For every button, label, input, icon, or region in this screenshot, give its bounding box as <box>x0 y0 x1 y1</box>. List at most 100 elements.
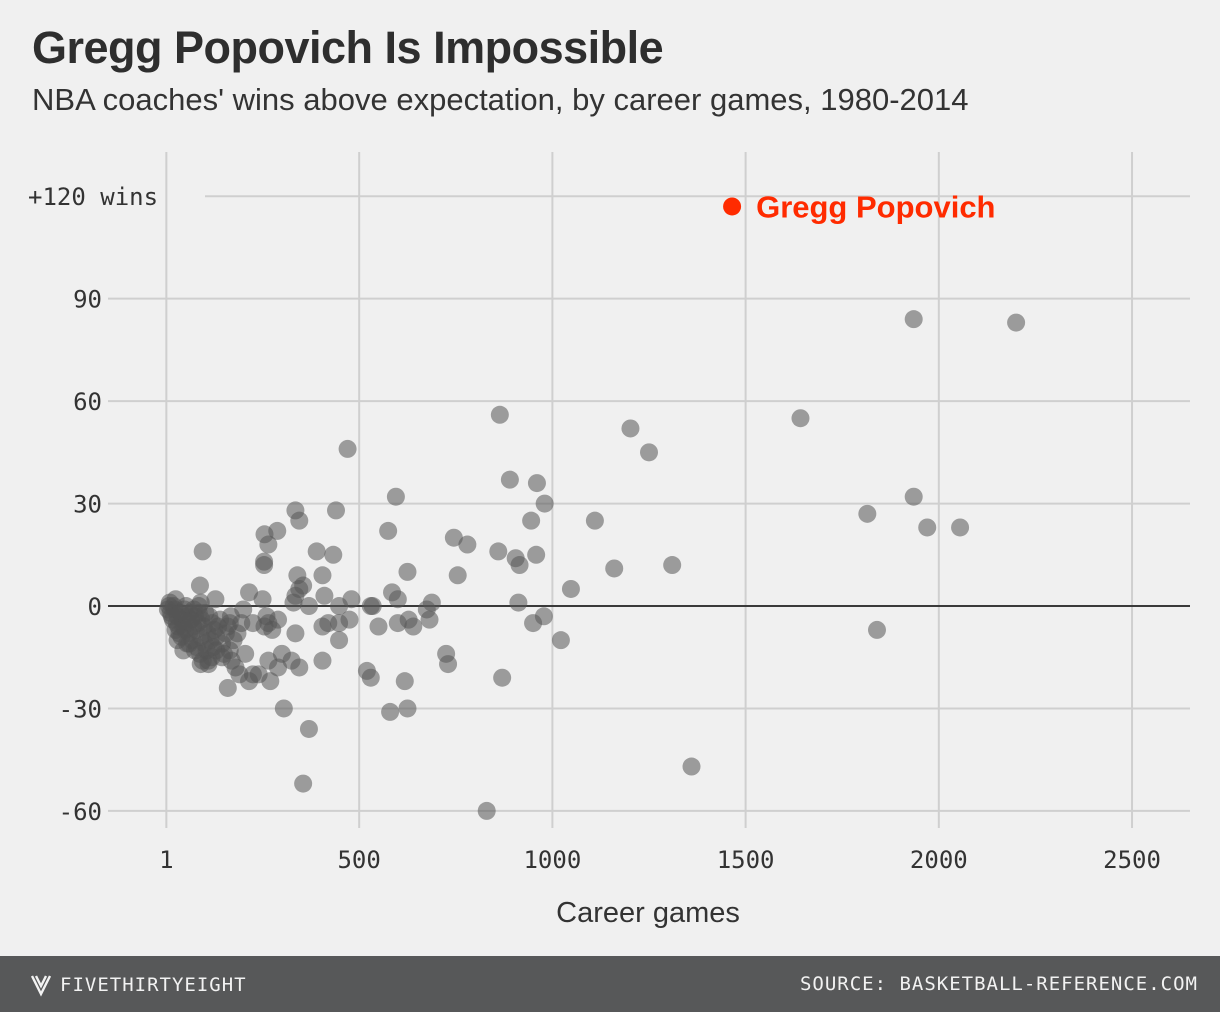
x-tick-label: 1500 <box>717 846 775 874</box>
tick-labels: 1 500 1000 1500 2000 2500+120 wins9060300-30-… <box>28 183 1161 874</box>
coach-point <box>682 757 701 776</box>
coach-point <box>286 624 305 643</box>
coach-point <box>398 562 417 581</box>
coach-point <box>489 542 508 561</box>
scatter-plot: 1 500 1000 1500 2000 2500+120 wins9060300-30-… <box>28 152 1190 929</box>
y-tick-label: 60 <box>73 388 102 416</box>
y-tick-label: 90 <box>73 286 102 314</box>
y-tick-label: 0 <box>88 593 102 621</box>
coach-point <box>338 439 357 458</box>
coach-point <box>313 617 332 636</box>
coach-point <box>307 542 326 561</box>
x-axis-label: Career games <box>556 897 740 929</box>
brand: FIVETHIRTYEIGHT <box>30 973 247 997</box>
coach-point <box>240 583 259 602</box>
coach-point <box>221 607 240 626</box>
x-tick-label: 500 <box>337 846 380 874</box>
coach-point <box>477 801 496 820</box>
coach-point <box>218 678 237 697</box>
coach-point <box>395 672 414 691</box>
coach-point <box>383 583 402 602</box>
chart-subtitle: NBA coaches' wins above expectation, by … <box>32 82 969 117</box>
y-tick-label: -60 <box>59 798 102 826</box>
coach-point <box>299 719 318 738</box>
coach-point <box>330 631 349 650</box>
coach-point <box>561 579 580 598</box>
y-tick-label: +120 wins <box>28 183 158 211</box>
coach-point <box>313 651 332 670</box>
coach-point <box>363 597 382 616</box>
coach-point <box>166 620 185 639</box>
popovich-point <box>723 197 742 216</box>
coach-point <box>867 620 886 639</box>
coach-point <box>510 556 529 575</box>
coach-point <box>259 535 278 554</box>
coach-point <box>605 559 624 578</box>
coach-point <box>369 617 388 636</box>
coach-point <box>324 545 343 564</box>
y-tick-label: 30 <box>73 491 102 519</box>
coach-point <box>585 511 604 530</box>
coach-point <box>206 590 225 609</box>
coach-point <box>178 634 197 653</box>
coach-point <box>386 487 405 506</box>
coach-point <box>1007 313 1026 332</box>
coach-point <box>315 586 334 605</box>
footer-bar: FIVETHIRTYEIGHT SOURCE: BASKETBALL-REFER… <box>0 956 1220 1012</box>
coach-point <box>858 504 877 523</box>
coach-point <box>330 597 349 616</box>
coach-point <box>284 593 303 612</box>
coach-point <box>663 556 682 575</box>
fivethirtyeight-logo-icon <box>30 975 52 997</box>
coach-point <box>313 566 332 585</box>
coach-point <box>527 545 546 564</box>
coach-point <box>340 610 359 629</box>
coach-point <box>640 443 658 462</box>
coach-point <box>458 535 477 554</box>
coach-point <box>249 665 268 684</box>
source-credit: SOURCE: BASKETBALL-REFERENCE.COM <box>799 973 1198 995</box>
coach-point <box>904 310 923 329</box>
coach-point <box>439 655 458 674</box>
y-tick-label: -30 <box>59 695 102 723</box>
coach-point <box>361 668 380 687</box>
gridlines <box>108 152 1190 828</box>
coach-point <box>918 518 937 537</box>
coach-point <box>420 610 439 629</box>
coach-point <box>282 651 301 670</box>
coach-point <box>274 699 293 718</box>
coach-point <box>951 518 970 537</box>
coach-point <box>294 576 313 595</box>
coach-point <box>448 566 467 585</box>
coach-point <box>381 702 400 721</box>
coach-point <box>493 668 512 687</box>
coach-point <box>509 593 528 612</box>
coach-point <box>269 658 288 677</box>
x-tick-label: 1 <box>159 846 173 874</box>
coach-point <box>524 614 543 633</box>
coach-point <box>299 597 318 616</box>
coach-point <box>253 590 272 609</box>
brand-name: FIVETHIRTYEIGHT <box>60 974 247 996</box>
coach-point <box>398 699 417 718</box>
coach-point <box>551 631 570 650</box>
x-tick-label: 2500 <box>1103 846 1161 874</box>
coach-point <box>535 494 554 513</box>
coach-point <box>791 409 810 428</box>
x-tick-label: 1000 <box>523 846 581 874</box>
coach-point <box>290 511 309 530</box>
coach-point <box>193 542 212 561</box>
coach-point <box>444 528 463 547</box>
coach-point <box>326 501 345 520</box>
coach-point <box>527 474 546 493</box>
coach-point <box>269 610 288 629</box>
coach-point <box>255 552 274 571</box>
coach-point <box>236 644 255 663</box>
x-tick-label: 2000 <box>910 846 968 874</box>
coach-point <box>404 617 423 636</box>
coach-point <box>522 511 541 530</box>
coach-point <box>490 405 509 424</box>
coach-point <box>500 470 519 489</box>
coach-point <box>212 648 231 667</box>
coach-point <box>621 419 640 438</box>
